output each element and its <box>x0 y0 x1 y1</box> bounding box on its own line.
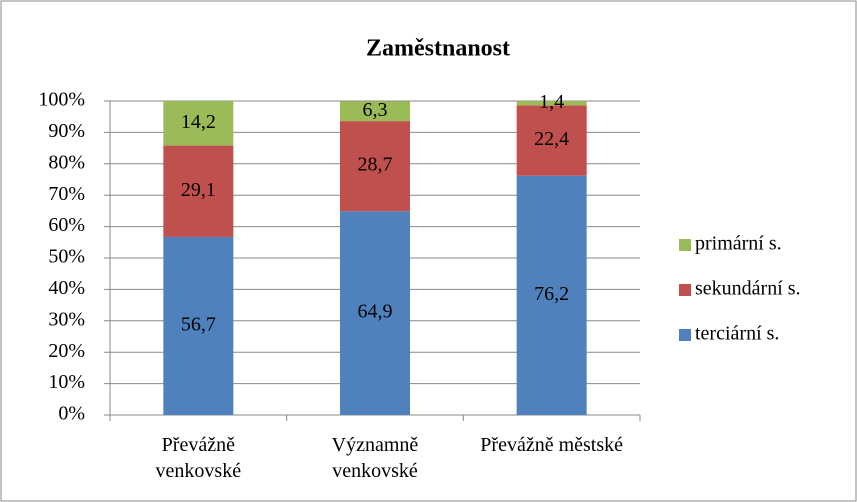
x-tick-label: Převážně městské <box>480 434 624 456</box>
y-tick-label: 90% <box>48 120 85 142</box>
y-tick-label: 0% <box>58 403 85 425</box>
legend-label: sekundární s. <box>695 278 801 300</box>
y-tick-label: 60% <box>48 214 85 236</box>
bar-segment <box>163 236 234 415</box>
y-tick-label: 80% <box>48 151 85 173</box>
legend-swatch <box>679 284 691 296</box>
bar-segment <box>340 101 410 122</box>
data-label: 76,2 <box>534 283 569 305</box>
bar-segment <box>516 175 587 415</box>
data-label: 22,4 <box>534 128 569 150</box>
legend-label: terciární s. <box>695 323 779 345</box>
y-tick-label: 50% <box>48 246 85 268</box>
data-label: 56,7 <box>181 314 216 336</box>
data-label: 14,2 <box>181 111 216 133</box>
legend-swatch <box>679 329 691 341</box>
data-label: 28,7 <box>358 154 393 176</box>
y-tick-label: 30% <box>48 308 85 330</box>
x-tick-label: Převážně venkovské <box>155 434 242 482</box>
legend-swatch <box>679 239 691 251</box>
bar-segment <box>163 101 234 146</box>
y-tick-label: 70% <box>48 183 85 205</box>
y-tick-label: 20% <box>48 340 85 362</box>
legend-label: primární s. <box>695 233 782 255</box>
bar-segment <box>163 145 234 237</box>
y-tick-label: 100% <box>38 89 85 111</box>
data-label: 6,3 <box>363 99 388 121</box>
bar-segment <box>340 211 410 415</box>
data-label: 29,1 <box>181 179 216 201</box>
data-label: 1,4 <box>539 91 564 113</box>
chart-title: Zaměstnanost <box>366 36 510 62</box>
y-tick-label: 40% <box>48 277 85 299</box>
y-tick-label: 10% <box>48 371 85 393</box>
data-label: 64,9 <box>358 301 393 323</box>
bar-segment <box>516 101 587 106</box>
bar-segment <box>516 105 587 176</box>
x-tick-label: Významně venkovské <box>331 434 419 482</box>
bar-segment <box>340 121 410 212</box>
